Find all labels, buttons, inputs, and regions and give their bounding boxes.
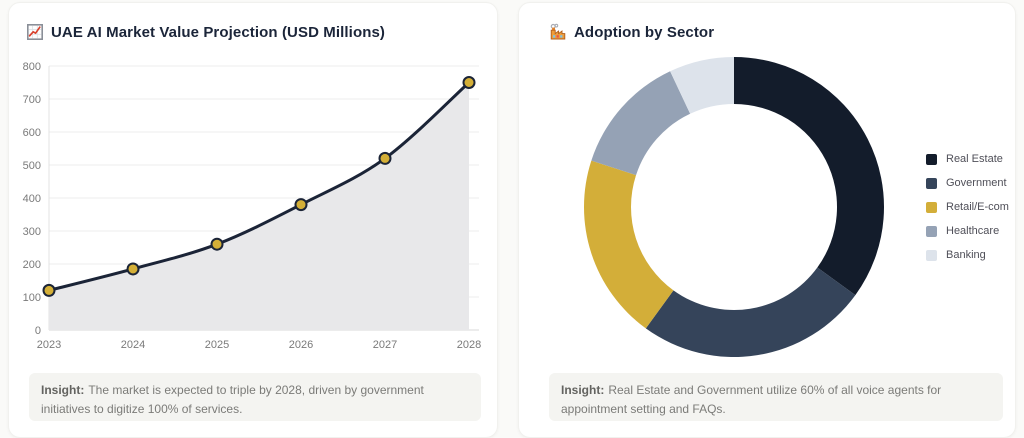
data-point-marker-2023[interactable] (42, 283, 56, 297)
market-card-header: UAE AI Market Value Projection (USD Mill… (26, 23, 385, 41)
sector-card-title: Adoption by Sector (574, 23, 715, 41)
sector-insight-label: Insight: (561, 383, 605, 397)
legend-item-real-estate[interactable]: Real Estate (926, 153, 1009, 165)
legend-swatch-healthcare (926, 225, 937, 237)
donut-segment-healthcare[interactable] (591, 71, 691, 176)
x-axis-label: 2026 (289, 339, 313, 351)
y-axis-label: 200 (23, 259, 41, 271)
donut-segment-retail-e-com[interactable] (584, 160, 674, 329)
chart-increasing-icon (26, 23, 43, 40)
legend-label: Healthcare (946, 225, 1000, 237)
sector-donut-chart (584, 57, 884, 357)
donut-segment-real-estate[interactable] (734, 57, 884, 296)
y-axis-label: 300 (23, 226, 41, 238)
data-point-marker-2025[interactable] (210, 237, 224, 251)
x-axis-label: 2028 (457, 339, 481, 351)
y-axis-label: 800 (23, 61, 41, 73)
trend-line (47, 81, 471, 292)
legend-item-retail-e-com[interactable]: Retail/E-com (926, 201, 1009, 213)
sector-adoption-card: Adoption by Sector Real Estate Government… (518, 2, 1016, 438)
x-axis-label: 2027 (373, 339, 397, 351)
market-insight-label: Insight: (41, 383, 85, 397)
data-point-marker-2024[interactable] (126, 262, 140, 276)
x-axis-label: 2024 (121, 339, 145, 351)
sector-insight-text: Real Estate and Government utilize 60% o… (561, 383, 942, 417)
data-point-marker-2028[interactable] (462, 76, 476, 89)
y-axis-label: 100 (23, 292, 41, 304)
legend-swatch-real-estate (926, 153, 937, 165)
x-axis-label: 2023 (37, 339, 61, 351)
market-projection-card: UAE AI Market Value Projection (USD Mill… (8, 2, 498, 438)
legend-item-healthcare[interactable]: Healthcare (926, 225, 1009, 237)
legend-label: Banking (946, 249, 986, 261)
legend-label: Government (946, 177, 1007, 189)
legend-item-government[interactable]: Government (926, 177, 1009, 189)
legend-swatch-government (926, 177, 937, 189)
legend-label: Retail/E-com (946, 201, 1009, 213)
donut-segment-banking[interactable] (670, 57, 734, 114)
y-axis-label: 0 (35, 325, 41, 337)
factory-icon (550, 23, 566, 40)
legend-swatch-banking (926, 249, 937, 261)
y-axis-label: 700 (23, 94, 41, 106)
market-insight-box: Insight: The market is expected to triple… (29, 373, 481, 421)
sector-legend: Real Estate Government Retail/E-com Healthc… (926, 153, 1009, 261)
market-insight-text: The market is expected to triple by 2028… (41, 383, 424, 417)
sector-insight-box: Insight: Real Estate and Government utili… (549, 373, 1003, 421)
market-card-title: UAE AI Market Value Projection (USD Mill… (51, 23, 386, 41)
y-axis-label: 500 (23, 160, 41, 172)
market-line-chart: 0 100 200 300 400 500 600 700 800 2023 2024 2025 202… (23, 61, 482, 351)
legend-swatch-retail-e-com (926, 201, 937, 213)
x-axis-label: 2025 (205, 339, 229, 351)
y-axis-label: 400 (23, 193, 41, 205)
legend-item-banking[interactable]: Banking (926, 249, 1009, 261)
sector-card-header: Adoption by Sector (549, 23, 714, 41)
y-axis-label: 600 (23, 127, 41, 139)
area-fill (49, 82, 469, 330)
data-point-marker-2026[interactable] (294, 198, 308, 212)
legend-label: Real Estate (946, 153, 1003, 165)
data-point-marker-2027[interactable] (378, 151, 392, 165)
donut-segment-government[interactable] (645, 267, 856, 357)
